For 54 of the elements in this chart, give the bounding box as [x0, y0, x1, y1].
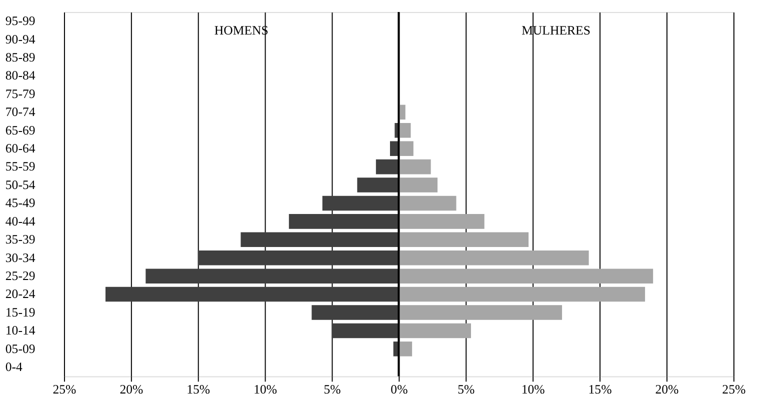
bar [288, 214, 399, 229]
y-tick-label: 60-64 [5, 142, 36, 156]
bar [398, 323, 471, 338]
y-tick-label: 45-49 [5, 196, 36, 210]
y-tick-label: 55-59 [5, 160, 36, 174]
x-tick-label: 25% [722, 382, 746, 396]
y-tick-label: 70-74 [5, 105, 36, 120]
y-tick-label: 50-54 [5, 178, 36, 192]
x-tick-label: 25% [52, 382, 77, 396]
bar [398, 232, 529, 248]
bar [198, 250, 399, 266]
y-tick-label: 80-84 [5, 68, 36, 83]
y-tick-label: 35-39 [5, 232, 36, 247]
bar [398, 196, 456, 211]
x-tick-label: 10% [254, 382, 278, 396]
y-tick-label: 40-44 [5, 214, 36, 228]
x-tick-label: 5% [324, 382, 342, 396]
y-tick-label: 0-4 [5, 360, 24, 374]
bar [398, 305, 562, 320]
bar [105, 286, 399, 302]
bar [312, 305, 399, 320]
y-tick-label: 05-09 [5, 342, 36, 356]
bar [398, 214, 484, 229]
bar [398, 123, 411, 138]
bar [357, 178, 399, 192]
y-tick-label: 95-99 [5, 14, 36, 28]
x-tick-label: 15% [588, 382, 612, 396]
y-tick-label: 25-29 [5, 269, 36, 284]
bar [322, 196, 399, 211]
bar [398, 268, 654, 284]
x-tick-label: 20% [655, 382, 680, 396]
bar [398, 286, 646, 302]
y-tick-label: 15-19 [5, 305, 36, 320]
bar [146, 268, 399, 284]
x-tick-label: 15% [186, 382, 210, 396]
bar [332, 323, 399, 338]
x-tick-label: 0% [390, 382, 408, 396]
y-tick-label: 90-94 [5, 32, 36, 46]
bar [398, 141, 414, 156]
bar [240, 232, 399, 248]
y-tick-label: 65-69 [5, 123, 36, 138]
y-tick-label: 75-79 [5, 86, 36, 101]
bar [398, 250, 589, 266]
y-tick-label: 20-24 [5, 287, 36, 302]
x-tick-label: 20% [120, 382, 144, 396]
y-tick-label: 10-14 [5, 324, 36, 338]
bar [398, 159, 431, 174]
bar [376, 159, 399, 174]
bar [398, 342, 412, 356]
y-tick-label: 85-89 [5, 50, 36, 64]
x-tick-label: 5% [458, 382, 475, 396]
x-tick-label: 10% [521, 382, 546, 396]
y-tick-label: 30-34 [5, 250, 36, 265]
bar [398, 178, 438, 192]
